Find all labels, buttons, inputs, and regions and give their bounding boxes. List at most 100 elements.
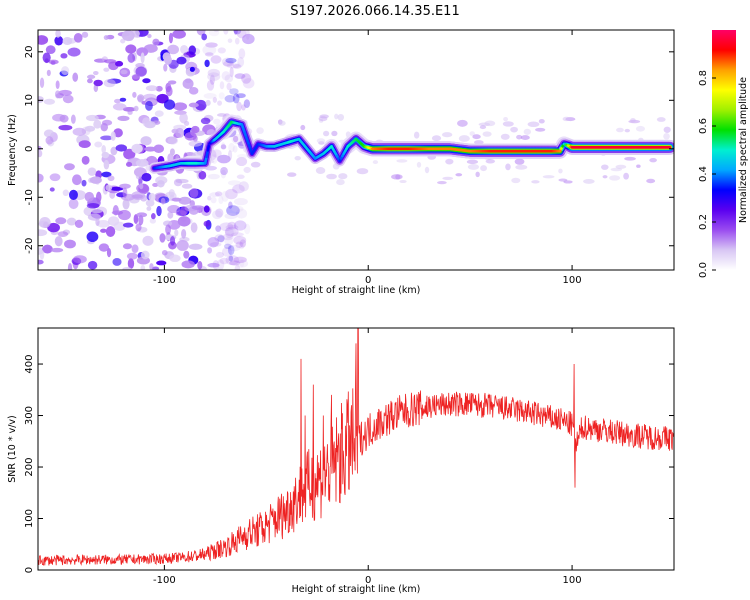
noise-blob — [50, 247, 64, 253]
noise-blob — [72, 127, 87, 136]
spectrogram-ytick-label: -10 — [24, 189, 35, 205]
noise-blob — [441, 132, 453, 138]
noise-blob — [142, 93, 157, 101]
noise-blob — [120, 69, 128, 75]
noise-blob — [164, 55, 172, 65]
noise-blob — [221, 71, 231, 81]
noise-blob — [204, 52, 214, 57]
noise-blob — [239, 239, 247, 248]
noise-blob — [119, 97, 127, 102]
noise-blob — [60, 53, 68, 59]
noise-blob — [232, 135, 239, 143]
noise-blob — [42, 37, 49, 42]
noise-blob — [238, 181, 249, 192]
noise-blob — [152, 38, 160, 46]
noise-blob — [140, 52, 145, 64]
noise-blob — [207, 195, 212, 201]
snr-panel: -100 0 100 0 100 200 300 400 Height of straight… — [7, 327, 675, 595]
noise-blob — [144, 146, 157, 152]
noise-blob — [93, 79, 103, 87]
noise-blob — [161, 249, 168, 256]
noise-blob — [231, 205, 244, 212]
noise-blob — [154, 110, 164, 117]
noise-blob — [101, 171, 112, 178]
noise-blob — [217, 234, 224, 244]
noise-blob — [656, 117, 666, 122]
noise-blob — [74, 219, 84, 229]
noise-blob — [110, 186, 124, 191]
noise-blob — [228, 228, 236, 235]
noise-blob — [232, 93, 240, 104]
noise-blob — [180, 206, 188, 216]
noise-blob — [220, 166, 228, 176]
noise-blob — [256, 127, 264, 134]
noise-blob — [120, 38, 126, 44]
noise-blob — [396, 159, 408, 163]
noise-blob — [583, 179, 595, 184]
noise-blob — [93, 119, 102, 129]
noise-blob — [224, 74, 234, 83]
snr-ytick-label: 400 — [24, 354, 35, 373]
noise-blob — [235, 241, 244, 249]
noise-blob — [207, 68, 221, 78]
noise-blob — [225, 224, 239, 230]
noise-blob — [182, 78, 194, 89]
spectrogram-xlabel: Height of straight line (km) — [292, 285, 421, 296]
noise-blob — [220, 144, 227, 150]
noise-blob — [241, 73, 252, 84]
noise-blob — [73, 33, 83, 43]
noise-blob — [202, 44, 217, 56]
noise-blob — [103, 35, 109, 40]
snr-ytick-label: 200 — [24, 457, 35, 476]
colorbar-tick-label: 0.8 — [698, 70, 709, 86]
noise-blob — [227, 244, 232, 251]
noise-blob — [121, 30, 135, 42]
noise-blob — [125, 44, 137, 54]
noise-blob — [218, 195, 224, 205]
noise-blob — [101, 144, 107, 154]
spectrogram-ytick-label: 20 — [24, 45, 35, 58]
noise-blob — [42, 244, 53, 254]
noise-blob — [181, 183, 193, 189]
noise-blob — [203, 220, 211, 227]
noise-blob — [122, 243, 133, 250]
noise-blob — [39, 216, 51, 228]
noise-blob — [505, 163, 511, 171]
noise-blob — [224, 212, 238, 220]
noise-blob — [228, 255, 234, 262]
noise-blob — [445, 158, 454, 165]
noise-blob — [209, 74, 215, 85]
noise-blob — [234, 37, 240, 45]
noise-blob — [200, 117, 211, 125]
noise-blob — [500, 133, 510, 140]
noise-blob — [167, 80, 177, 85]
noise-blob — [64, 239, 76, 249]
noise-blob — [213, 118, 221, 125]
noise-blob — [165, 224, 171, 235]
noise-blob — [72, 72, 79, 82]
noise-blob — [114, 98, 121, 104]
noise-blob — [237, 154, 248, 159]
noise-blob — [201, 33, 207, 41]
noise-blob — [173, 102, 188, 111]
noise-blob — [122, 198, 130, 210]
noise-blob — [84, 191, 94, 202]
noise-blob — [229, 260, 241, 266]
noise-blob — [229, 88, 239, 95]
snr-ylabel: SNR (10 * v/v) — [7, 415, 18, 483]
noise-blob — [188, 140, 203, 147]
noise-blob — [244, 223, 251, 235]
noise-blob — [178, 196, 192, 205]
noise-blob — [43, 129, 55, 138]
noise-blob — [287, 172, 297, 177]
noise-blob — [123, 148, 136, 160]
noise-blob — [207, 173, 220, 180]
noise-blob — [181, 228, 187, 239]
noise-blob — [167, 211, 174, 219]
noise-blob — [300, 124, 306, 131]
noise-blob — [122, 222, 134, 228]
noise-blob — [372, 160, 379, 165]
